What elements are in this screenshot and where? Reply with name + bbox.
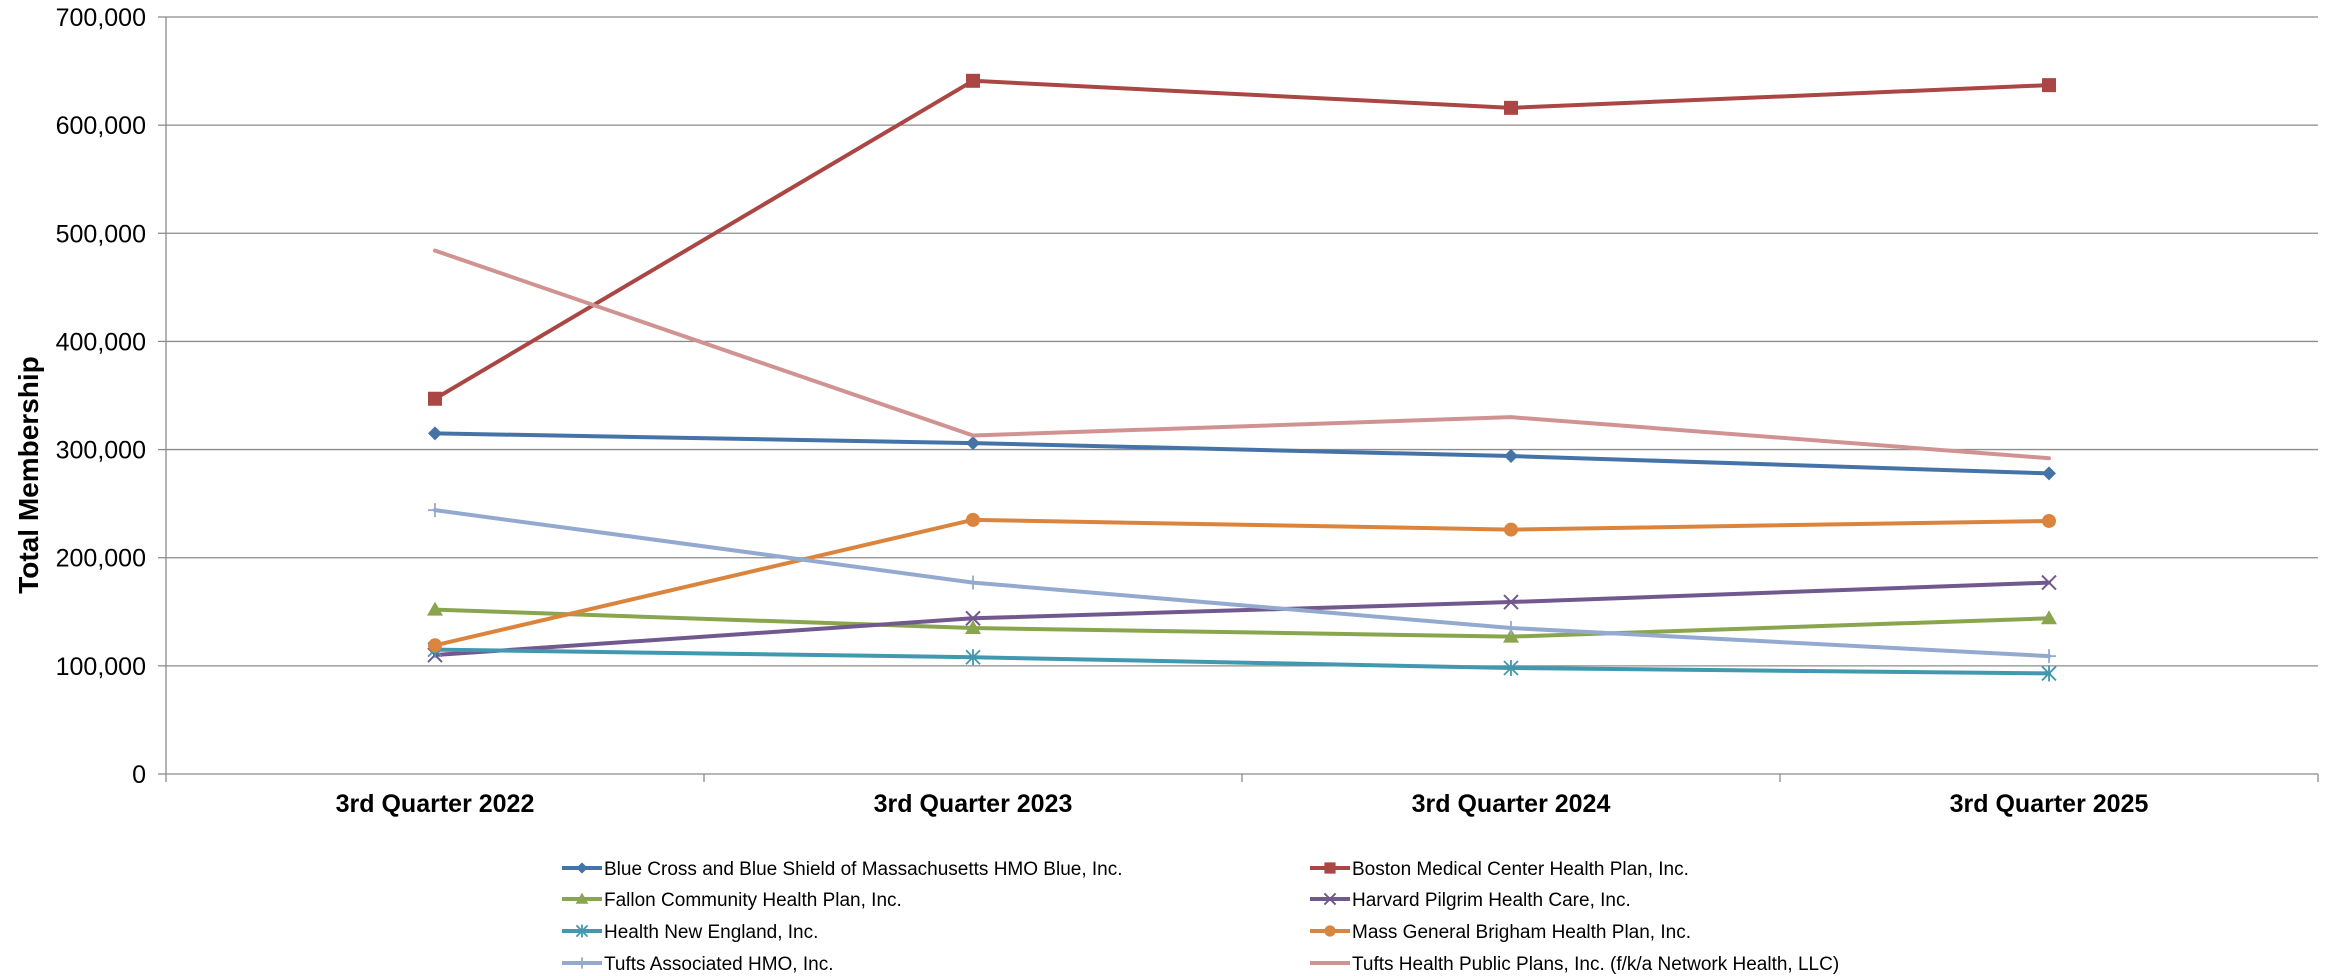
legend-label: Fallon Community Health Plan, Inc.	[604, 890, 902, 911]
legend-item: Tufts Health Public Plans, Inc. (f/k/a N…	[1310, 954, 1839, 975]
data-point-marker	[2041, 665, 2057, 682]
legend-label: Mass General Brigham Health Plan, Inc.	[1352, 922, 1691, 943]
series-line	[433, 508, 2051, 659]
legend-item: Fallon Community Health Plan, Inc.	[562, 890, 902, 911]
data-point-marker	[1504, 449, 1518, 464]
y-tick-label: 400,000	[56, 328, 146, 356]
data-point-marker	[1503, 594, 1519, 610]
data-point-marker	[965, 649, 981, 666]
series-line	[433, 78, 2051, 401]
legend-item: Health New England, Inc.	[562, 922, 818, 943]
data-point-marker	[428, 426, 442, 441]
data-point-marker	[966, 575, 980, 590]
data-point-marker	[1503, 628, 1519, 643]
y-axis-tick-labels: 0 100,000 200,000 300,000 400,000 500,000 600,…	[56, 4, 146, 789]
y-tick-label: 200,000	[56, 545, 146, 573]
data-point-marker	[2042, 513, 2056, 528]
marker-stroke	[1503, 594, 1519, 610]
data-point-marker	[428, 638, 442, 653]
x-tick-label: 3rd Quarter 2022	[336, 790, 535, 818]
series-line	[433, 431, 2051, 476]
data-point-marker	[965, 610, 981, 626]
legend: Blue Cross and Blue Shield of Massachuse…	[562, 859, 1839, 975]
marker-stroke	[965, 610, 981, 626]
series	[427, 601, 2057, 643]
data-point-marker	[1504, 621, 1518, 636]
data-point-marker	[2041, 610, 2057, 625]
data-point-marker	[965, 620, 981, 635]
data-point-marker	[2042, 466, 2056, 481]
gridlines	[166, 16, 2318, 667]
x-tick-label: 3rd Quarter 2024	[1412, 790, 1611, 818]
legend-item: Blue Cross and Blue Shield of Massachuse…	[562, 859, 1123, 880]
legend-label: Blue Cross and Blue Shield of Massachuse…	[604, 859, 1123, 880]
series-line	[433, 647, 2051, 676]
data-point-marker	[427, 601, 443, 616]
data-point-marker	[576, 957, 588, 969]
data-point-marker	[2042, 649, 2056, 664]
data-point-marker	[966, 436, 980, 451]
series	[428, 73, 2056, 406]
legend-item: Mass General Brigham Health Plan, Inc.	[1310, 922, 1691, 943]
y-tick-label: 0	[132, 761, 146, 789]
y-axis-label: Total Membership	[13, 356, 44, 594]
legend-label: Tufts Health Public Plans, Inc. (f/k/a N…	[1352, 954, 1839, 975]
data-point-marker	[1504, 100, 1518, 115]
data-point-marker	[966, 73, 980, 88]
series-line	[433, 517, 2051, 648]
data-point-marker	[2042, 78, 2056, 93]
marker-stroke	[2041, 574, 2057, 591]
data-point-marker	[428, 391, 442, 406]
data-point-marker	[575, 924, 589, 938]
x-tick-label: 3rd Quarter 2025	[1950, 790, 2149, 818]
data-point-marker	[575, 892, 589, 904]
series-line	[433, 580, 2051, 658]
y-tick-label: 600,000	[56, 112, 146, 140]
data-point-marker	[1503, 660, 1519, 677]
data-point-marker	[1323, 892, 1337, 906]
data-point-marker	[966, 512, 980, 527]
series	[428, 426, 2056, 481]
data-point-marker	[1504, 522, 1518, 537]
data-point-marker	[428, 503, 442, 518]
y-tick-label: 300,000	[56, 437, 146, 465]
legend-item: Boston Medical Center Health Plan, Inc.	[1310, 859, 1689, 880]
marker-stroke	[1323, 892, 1337, 906]
legend-item: Harvard Pilgrim Health Care, Inc.	[1310, 890, 1631, 911]
legend-label: Boston Medical Center Health Plan, Inc.	[1352, 859, 1689, 880]
x-axis-tick-labels: 3rd Quarter 2022 3rd Quarter 2023 3rd Quar…	[336, 790, 2149, 818]
legend-label: Health New England, Inc.	[604, 922, 818, 943]
data-point-marker	[1324, 862, 1336, 874]
data-point-marker	[1324, 925, 1336, 937]
y-tick-label: 500,000	[56, 220, 146, 248]
series	[433, 248, 2051, 461]
legend-label: Tufts Associated HMO, Inc.	[604, 954, 833, 975]
x-tick-label: 3rd Quarter 2023	[874, 790, 1073, 818]
legend-item: Tufts Associated HMO, Inc.	[562, 954, 833, 975]
series	[427, 641, 2057, 682]
series	[428, 512, 2056, 653]
series-lines	[427, 73, 2057, 682]
y-tick-label: 100,000	[56, 653, 146, 681]
series	[428, 503, 2056, 664]
series-line	[433, 607, 2051, 639]
axes	[158, 16, 2319, 782]
series-line	[433, 248, 2051, 461]
y-tick-label: 700,000	[56, 4, 146, 32]
data-point-marker	[2041, 574, 2057, 591]
data-point-marker	[576, 862, 588, 874]
legend-label: Harvard Pilgrim Health Care, Inc.	[1352, 890, 1631, 911]
